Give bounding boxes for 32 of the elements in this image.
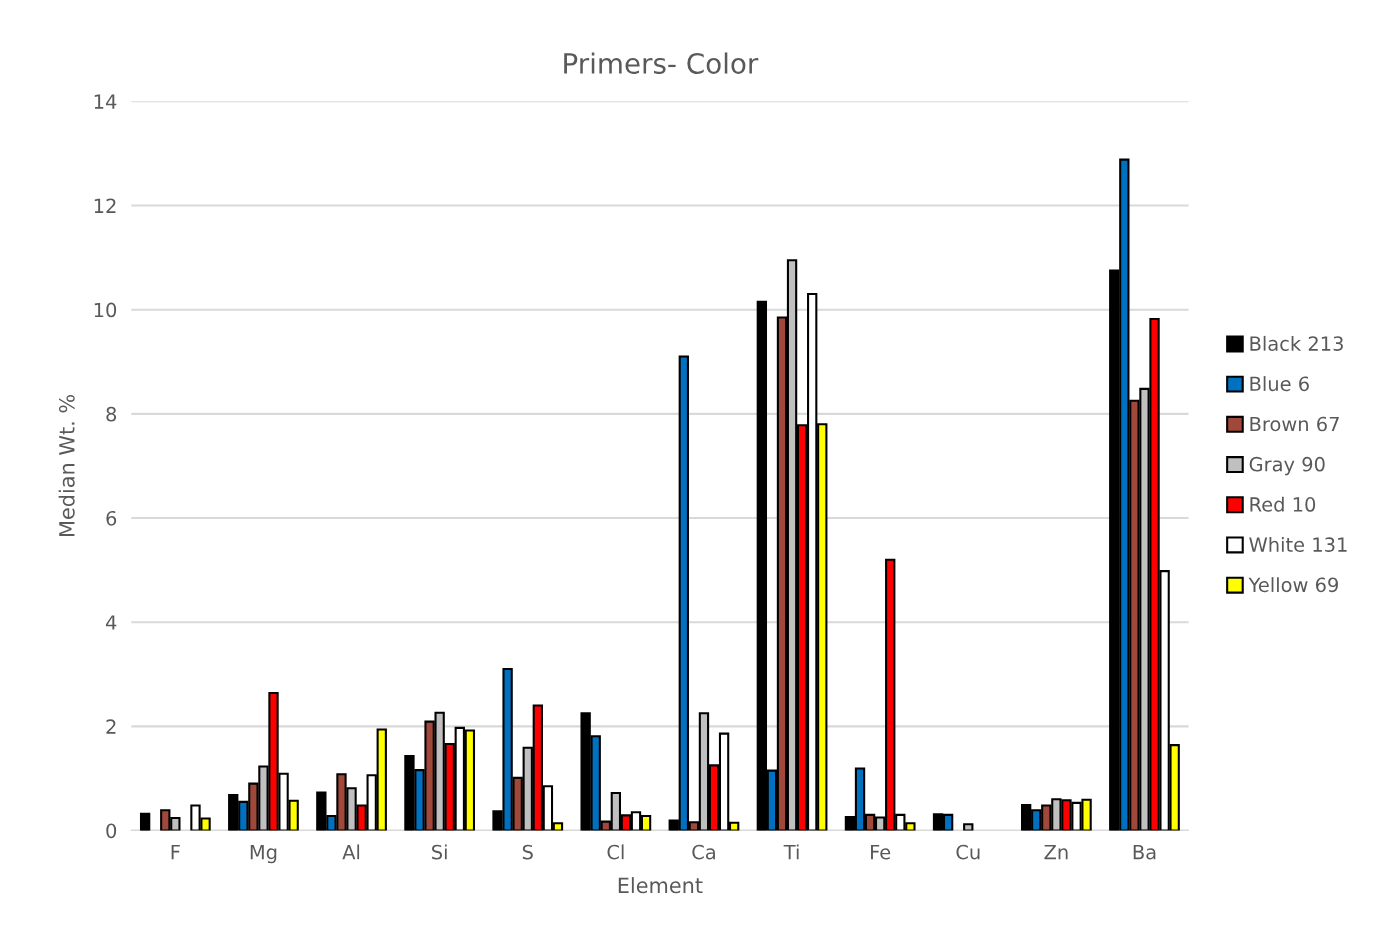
x-tick-label: Zn [1044,845,1068,860]
legend-label: Blue 6 [1250,376,1309,392]
x-tick-label: Ca [692,844,715,860]
y-axis-title: Median Wt. % [58,394,75,536]
x-tick-label: Mg [250,845,277,864]
x-tick-label: Ti [783,844,799,860]
x-tick-label: F [171,845,180,860]
x-axis-title: Element [618,877,703,894]
y-tick-label: 6 [106,510,117,526]
chart-title: Primers- Color [564,52,759,74]
bar [139,812,151,831]
legend-label: White 131 [1249,536,1347,552]
x-tick-label: Si [432,844,447,860]
y-tick-label: 8 [106,406,117,422]
y-tick-label: 0 [106,823,117,839]
x-tick-label: Fe [871,845,891,860]
x-tick-label: Ba [1133,845,1156,860]
legend-label: Brown 67 [1250,416,1339,432]
legend-label: Yellow 69 [1248,577,1338,593]
bar [963,823,974,831]
legend-label: Black 213 [1250,335,1343,351]
y-tick-label: 14 [94,94,117,109]
x-tick-label: Cl [607,844,624,860]
y-tick-label: 10 [94,302,117,318]
x-tick-label: Cu [956,844,980,860]
y-tick-label: 2 [106,719,116,734]
x-tick-label: Al [342,844,360,860]
legend-label: Red 10 [1250,496,1316,512]
x-tick-label: S [522,844,533,860]
y-tick-label: 12 [94,198,116,213]
y-tick-label: 4 [105,615,117,630]
legend-label: Gray 90 [1249,456,1325,476]
